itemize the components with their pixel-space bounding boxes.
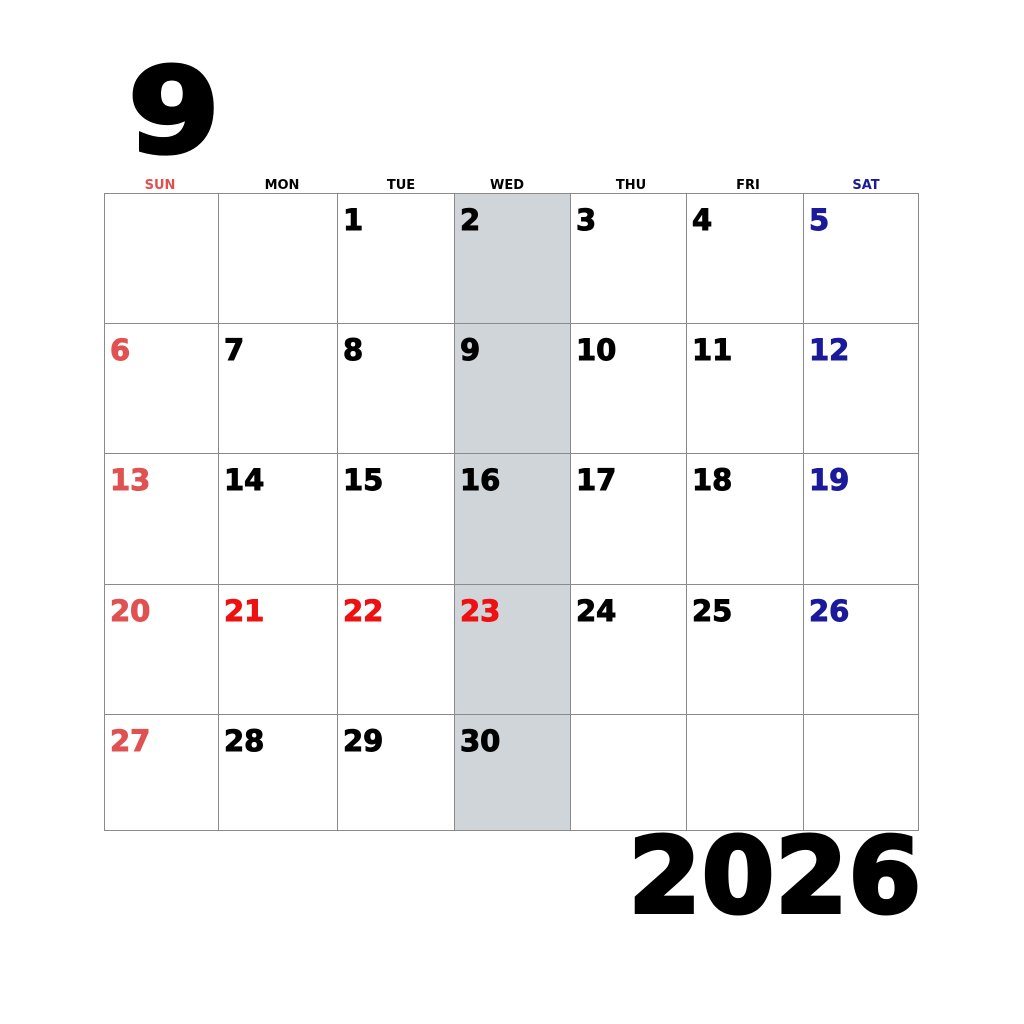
day-cell-21[interactable]: 21 <box>223 594 265 628</box>
day-cell-26[interactable]: 26 <box>808 594 850 628</box>
day-cell-24[interactable]: 24 <box>575 594 617 628</box>
grid-column-line <box>454 193 455 831</box>
day-cell-2[interactable]: 2 <box>459 203 481 237</box>
weekday-label-mon: MON <box>264 178 300 193</box>
weekday-label-fri: FRI <box>736 178 760 193</box>
grid-column-line <box>218 193 219 831</box>
day-cell-6[interactable]: 6 <box>109 333 131 367</box>
weekday-label-thu: THU <box>615 178 647 193</box>
day-cell-22[interactable]: 22 <box>342 594 384 628</box>
grid-row-line <box>104 714 919 715</box>
day-cell-30[interactable]: 30 <box>459 724 501 758</box>
grid-row-line <box>104 193 919 194</box>
grid-column-line <box>104 193 105 831</box>
weekday-label-sun: SUN <box>144 178 176 193</box>
day-cell-14[interactable]: 14 <box>223 463 265 497</box>
grid-row-line <box>104 453 919 454</box>
weekday-label-wed: WED <box>489 178 524 193</box>
grid-column-line <box>918 193 919 831</box>
day-cell-3[interactable]: 3 <box>575 203 597 237</box>
day-cell-1[interactable]: 1 <box>342 203 364 237</box>
grid-column-line <box>337 193 338 831</box>
day-cell-16[interactable]: 16 <box>459 463 501 497</box>
day-cell-25[interactable]: 25 <box>691 594 733 628</box>
wednesday-highlight-column <box>454 193 570 830</box>
day-cell-18[interactable]: 18 <box>691 463 733 497</box>
grid-row-line <box>104 323 919 324</box>
weekday-label-tue: TUE <box>386 178 416 193</box>
day-cell-28[interactable]: 28 <box>223 724 265 758</box>
day-cell-9[interactable]: 9 <box>459 333 481 367</box>
day-cell-17[interactable]: 17 <box>575 463 617 497</box>
weekday-header-row: SUN MON TUE WED THU FRI SAT <box>0 178 1024 194</box>
day-cell-8[interactable]: 8 <box>342 333 364 367</box>
day-cell-5[interactable]: 5 <box>808 203 830 237</box>
grid-row-line <box>104 584 919 585</box>
day-cell-7[interactable]: 7 <box>223 333 245 367</box>
grid-row-line <box>104 830 919 831</box>
day-cell-10[interactable]: 10 <box>575 333 617 367</box>
day-cell-23[interactable]: 23 <box>459 594 501 628</box>
grid-column-line <box>686 193 687 831</box>
day-cell-29[interactable]: 29 <box>342 724 384 758</box>
weekday-label-sat: SAT <box>852 178 880 193</box>
day-cell-13[interactable]: 13 <box>109 463 151 497</box>
grid-column-line <box>570 193 571 831</box>
day-cell-12[interactable]: 12 <box>808 333 850 367</box>
day-cell-4[interactable]: 4 <box>691 203 713 237</box>
year-number: 2026 <box>627 815 923 937</box>
grid-column-line <box>803 193 804 831</box>
month-number: 9 <box>126 42 222 180</box>
day-cell-15[interactable]: 15 <box>342 463 384 497</box>
day-cell-20[interactable]: 20 <box>109 594 151 628</box>
day-cell-27[interactable]: 27 <box>109 724 151 758</box>
day-cell-19[interactable]: 19 <box>808 463 850 497</box>
day-cell-11[interactable]: 11 <box>691 333 733 367</box>
